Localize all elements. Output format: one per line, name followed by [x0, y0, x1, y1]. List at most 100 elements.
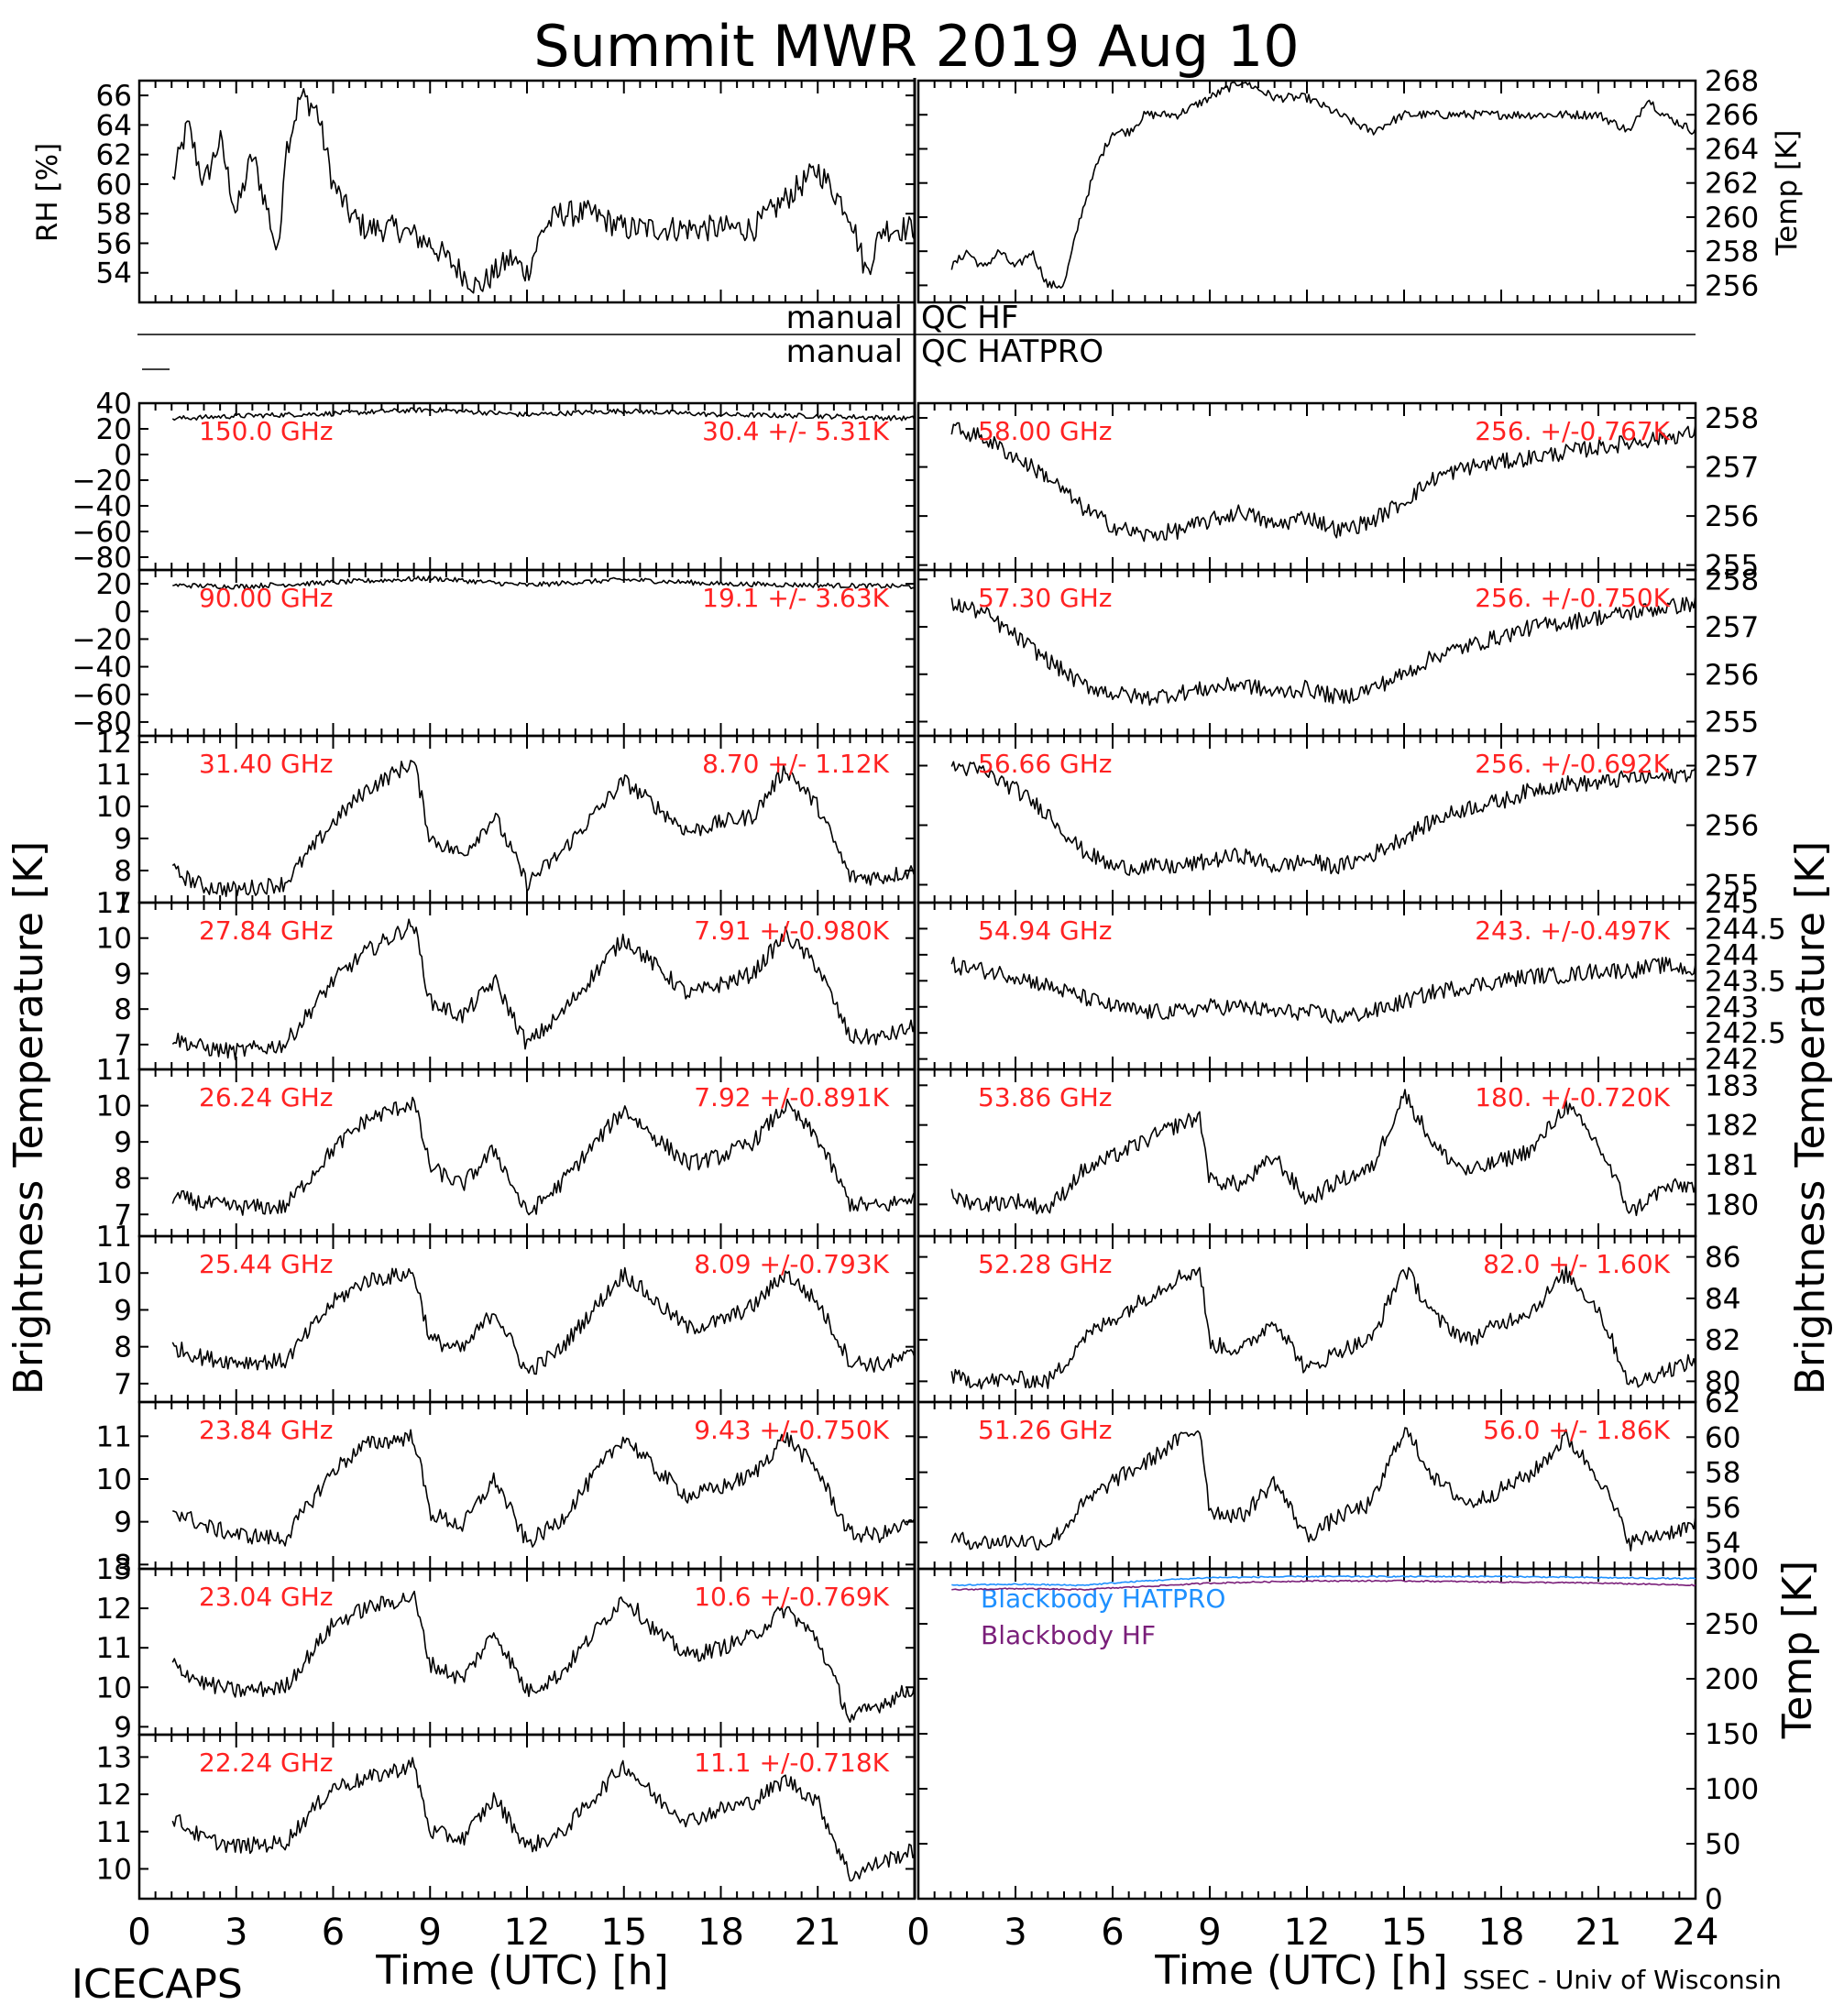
left-panel-7-stats-label: 10.6 +/-0.769K — [694, 1582, 889, 1612]
right-panel-0-freq-label: 58.00 GHz — [978, 416, 1113, 446]
right-panel-0-stats-label: 256. +/-0.767K — [1475, 416, 1670, 446]
rh-panel-ytick-label: 54 — [96, 257, 132, 290]
left-panel-7-ytick-label: 9 — [114, 1711, 132, 1744]
right-panel-5-series — [950, 1265, 1696, 1390]
qc-hatpro-label: QC HATPRO — [921, 334, 1103, 370]
right-panel-6-stats-label: 56.0 +/- 1.86K — [1483, 1415, 1670, 1445]
qc-manual-label-1: manual — [786, 300, 903, 336]
right-panel-3-stats-label: 243. +/-0.497K — [1475, 915, 1670, 946]
right-panel-6-ytick-label: 56 — [1705, 1492, 1740, 1525]
left-panel-4-series — [171, 1096, 916, 1216]
left-panel-3-stats-label: 7.91 +/-0.980K — [694, 915, 889, 946]
right-panel-7-ytick-label: 50 — [1705, 1828, 1740, 1861]
left-panel-4-ytick-label: 7 — [114, 1199, 132, 1232]
left-panel-4-ytick-label: 8 — [114, 1163, 132, 1196]
right-panel-4-freq-label: 53.86 GHz — [978, 1082, 1113, 1112]
left-panel-8-ytick-label: 11 — [96, 1816, 132, 1849]
left-panel-2-ytick-label: 9 — [114, 823, 132, 856]
right-panel-3-ytick-label: 243.5 — [1705, 965, 1786, 998]
left-panel-0-freq-label: 150.0 GHz — [199, 416, 334, 446]
right-panel-2-ytick-label: 256 — [1705, 810, 1759, 843]
left-panel-0-ytick-label: −80 — [72, 542, 132, 575]
qc-hf-label: QC HF — [921, 300, 1018, 336]
left-panel-1-ytick-label: −40 — [72, 652, 132, 685]
right-panel-7-frame — [916, 1567, 1697, 1901]
right-panel-3-ytick-label: 243 — [1705, 992, 1759, 1024]
footer-right: SSEC - Univ of Wisconsin — [1463, 1965, 1782, 1995]
right-panel-4-ytick-label: 183 — [1705, 1069, 1759, 1102]
left-panel-1-ytick-label: −80 — [72, 707, 132, 740]
x-axis-label-left: Time (UTC) [h] — [375, 1947, 668, 1994]
rh-series — [171, 88, 916, 294]
left-panel-6-ytick-label: 8 — [114, 1549, 132, 1582]
left-y-axis-label: Brightness Temperature [K] — [5, 841, 52, 1395]
left-panel-0-ytick-label: −60 — [72, 516, 132, 549]
temp-panel-ytick-label: 266 — [1705, 99, 1759, 132]
left-panel-2-ytick-label: 7 — [114, 887, 132, 920]
left-panel-1-ytick-label: −20 — [72, 623, 132, 656]
right-panel-6-freq-label: 51.26 GHz — [978, 1415, 1113, 1445]
right-panel-6-ytick-label: 58 — [1705, 1457, 1740, 1490]
left-panel-7-ytick-label: 11 — [96, 1632, 132, 1665]
x-tick-label-right: 12 — [1284, 1912, 1331, 1954]
left-panel-4-ytick-label: 10 — [96, 1090, 132, 1123]
left-panel-7-series — [171, 1590, 916, 1724]
x-tick-label-left: 15 — [600, 1912, 647, 1954]
left-panel-1-ytick-label: 0 — [114, 596, 132, 629]
left-panel-8-ytick-label: 13 — [96, 1741, 132, 1774]
temp-series — [950, 82, 1696, 289]
right-y-axis-label: Brightness Temperature [K] — [1787, 841, 1833, 1395]
left-panel-5-ytick-label: 7 — [114, 1368, 132, 1401]
right-panel-0-ytick-label: 257 — [1705, 452, 1759, 485]
left-panel-3-ytick-label: 7 — [114, 1029, 132, 1062]
right-panel-5-ytick-label: 82 — [1705, 1324, 1740, 1357]
left-panel-8-freq-label: 22.24 GHz — [199, 1748, 334, 1778]
x-tick-label-right: 24 — [1673, 1912, 1719, 1954]
right-panel-0-ytick-label: 255 — [1705, 550, 1759, 583]
left-panel-2-ytick-label: 10 — [96, 791, 132, 824]
x-tick-label-left: 0 — [127, 1912, 150, 1954]
left-panel-1-freq-label: 90.00 GHz — [199, 583, 334, 613]
temp-panel-ytick-label: 264 — [1705, 133, 1759, 166]
left-panel-1-stats-label: 19.1 +/- 3.63K — [702, 583, 889, 613]
x-tick-label-left: 21 — [795, 1912, 841, 1954]
left-panel-2-ytick-label: 8 — [114, 855, 132, 888]
x-tick-label-right: 6 — [1101, 1912, 1124, 1954]
left-panel-3-freq-label: 27.84 GHz — [199, 915, 334, 946]
right-panel-3-ytick-label: 244.5 — [1705, 913, 1786, 946]
temp-panel-frame — [916, 79, 1697, 304]
right-panel-2-ytick-label: 255 — [1705, 870, 1759, 903]
left-panel-6-series — [172, 1429, 916, 1548]
left-panel-5-ytick-label: 9 — [114, 1294, 132, 1327]
left-panel-5-ytick-label: 11 — [96, 1221, 132, 1254]
right-panel-3-ytick-label: 242 — [1705, 1044, 1759, 1077]
right-panel-3-ytick-label: 244 — [1705, 939, 1759, 972]
x-tick-label-left: 6 — [322, 1912, 345, 1954]
left-panel-0-ytick-label: 20 — [96, 413, 132, 446]
right-panel-6-ytick-label: 62 — [1705, 1386, 1740, 1419]
left-panel-0-ytick-label: 40 — [96, 388, 132, 421]
temp-panel-ytick-label: 258 — [1705, 236, 1759, 268]
right-panel-5-stats-label: 82.0 +/- 1.60K — [1483, 1249, 1670, 1279]
right-panel-7-ytick-label: 250 — [1705, 1608, 1759, 1641]
left-panel-6-ytick-label: 10 — [96, 1463, 132, 1496]
left-panel-4-ytick-label: 9 — [114, 1126, 132, 1159]
right-panel-4-ytick-label: 181 — [1705, 1149, 1759, 1182]
right-panel-1-ytick-label: 256 — [1705, 659, 1759, 692]
right-panel-4-series — [950, 1089, 1696, 1217]
left-panel-2-ytick-label: 12 — [96, 727, 132, 760]
left-panel-7-ytick-label: 10 — [96, 1671, 132, 1704]
left-panel-0-stats-label: 30.4 +/- 5.31K — [702, 416, 889, 446]
right-panel-4-stats-label: 180. +/-0.720K — [1475, 1082, 1670, 1112]
right-panel-0-ytick-label: 256 — [1705, 500, 1759, 533]
temp-panel-ytick-label: 256 — [1705, 269, 1759, 302]
right-panel-7-legend-1: Blackbody HF — [981, 1620, 1156, 1650]
left-panel-2-ytick-label: 11 — [96, 759, 132, 792]
left-panel-4-freq-label: 26.24 GHz — [199, 1082, 334, 1112]
right-panel-7-ylabel: Temp [K] — [1774, 1561, 1821, 1739]
right-panel-1-series — [950, 596, 1696, 707]
x-tick-label-left: 12 — [504, 1912, 551, 1954]
right-panel-3-ytick-label: 242.5 — [1705, 1017, 1786, 1050]
right-panel-7-ytick-label: 150 — [1705, 1718, 1759, 1751]
right-panel-0-ytick-label: 258 — [1705, 402, 1759, 435]
